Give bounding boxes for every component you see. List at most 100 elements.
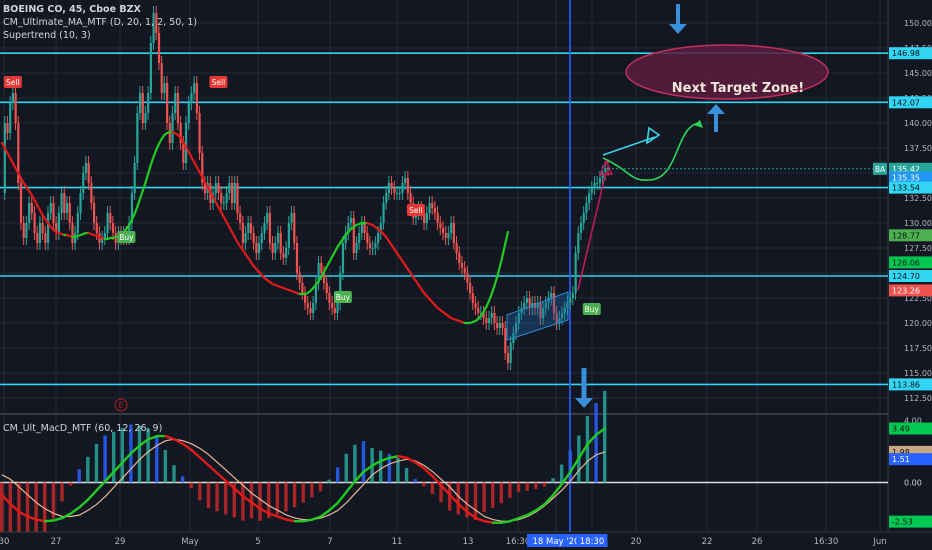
candle-body — [14, 93, 17, 123]
macd-line-segment — [397, 455, 409, 459]
candle-body — [341, 243, 345, 273]
candle-body — [360, 223, 364, 233]
price-label-text: -2.53 — [892, 518, 913, 527]
candle-body — [55, 223, 58, 233]
macd-histogram-bar — [353, 444, 357, 483]
candles — [3, 6, 610, 370]
candle-body — [423, 213, 426, 223]
signal-badge — [582, 303, 601, 315]
candle-body — [344, 233, 347, 243]
macd-histogram-bar — [465, 482, 469, 518]
macd-line-segment — [405, 456, 417, 464]
candle-body — [366, 233, 369, 243]
candle-body — [258, 243, 261, 253]
macd-histogram-bar — [542, 482, 547, 487]
candle-body — [515, 323, 518, 333]
macd-histogram-bar — [310, 482, 314, 498]
price-label-text: 124.70 — [892, 272, 920, 281]
macd-histogram-bar — [241, 482, 245, 521]
study-ma-legend[interactable]: CM_Ultimate_MA_MTF (D, 20, 1, 2, 50, 1) — [3, 17, 198, 28]
candle-body — [596, 183, 599, 184]
candle-body — [320, 263, 323, 273]
macd-histogram-bar — [525, 482, 529, 491]
candle-body — [306, 303, 309, 308]
macd-histogram-bar — [155, 436, 159, 483]
ma-segment — [495, 265, 501, 279]
projected-path-green — [602, 122, 701, 181]
candle-body — [382, 203, 385, 223]
macd-histogram-bar — [327, 479, 331, 483]
price-label: 123.26 — [889, 284, 932, 297]
macd-histogram-bar — [482, 482, 486, 512]
symbol-title[interactable]: BOEING CO, 45, Cboe BZX — [3, 4, 141, 15]
macd-histogram-bar — [111, 431, 116, 483]
signal-label: Sell — [212, 78, 226, 87]
macd-line-segment — [95, 479, 107, 492]
study-macd-legend[interactable]: CM_Ult_MacD_MTF (60, 12, 26, 9) — [3, 423, 163, 434]
candle-body — [109, 213, 112, 223]
macd-histogram-bar — [249, 482, 254, 519]
candle-body — [579, 223, 583, 233]
buy-signal: Buy — [333, 291, 352, 303]
signal-label: Buy — [336, 293, 351, 302]
macd-histogram-bar — [232, 482, 236, 518]
candle-body — [309, 308, 312, 313]
candle-body — [371, 248, 374, 249]
price-label: 128.77 — [889, 229, 932, 242]
candle-body — [355, 243, 358, 253]
macd-histogram-bar — [86, 456, 90, 483]
candle-body — [398, 193, 401, 194]
price-label-bg — [889, 171, 932, 184]
price-label-bg — [889, 284, 932, 297]
candle-body — [90, 183, 93, 203]
candle-body — [241, 223, 244, 243]
candle-body — [590, 188, 593, 193]
study-supertrend-legend[interactable]: Supertrend (10, 3) — [3, 30, 91, 41]
macd-histogram-bar — [215, 482, 219, 512]
symbol-tag-text: BA — [875, 165, 886, 174]
macd-histogram-bar — [594, 403, 598, 483]
macd-line-segment — [190, 448, 202, 459]
macd-histogram-bar — [60, 482, 64, 502]
macd-line-segment — [440, 484, 452, 497]
candle-body — [249, 223, 253, 233]
time-tick-label: 26 — [752, 537, 763, 547]
macd-histogram-bar — [17, 482, 21, 550]
candle-body — [536, 303, 539, 308]
macd-line-segment — [104, 470, 116, 483]
price-label: 113.86 — [889, 378, 932, 391]
macd-line-segment — [465, 510, 477, 520]
macd-line-segment — [552, 482, 564, 497]
candle-body — [298, 273, 301, 283]
candle-body — [239, 213, 242, 223]
price-label-text: 113.86 — [892, 380, 920, 389]
macd-histogram-bar — [516, 482, 521, 493]
price-tick-label: 127.50 — [904, 244, 932, 253]
candle-body — [101, 238, 104, 243]
price-label-bg — [889, 47, 932, 60]
signal-badge — [117, 231, 136, 243]
price-label-text: 142.07 — [892, 98, 920, 107]
candle-body — [17, 123, 20, 183]
ma-segment — [149, 155, 155, 167]
price-label-bg — [889, 270, 932, 282]
candle-body — [141, 93, 144, 123]
macd-histogram-bar — [292, 482, 297, 508]
sell-signal: Sell — [209, 76, 228, 88]
breakout-arrow-head — [598, 159, 614, 176]
sell-signal: Sell — [406, 204, 425, 216]
macd-histogram-bar — [603, 390, 607, 483]
macd-histogram-bar — [284, 482, 288, 512]
macd-price-label: -2.53 — [889, 515, 932, 528]
candle-body — [111, 223, 115, 233]
time-axis-background — [0, 532, 932, 550]
candle-body — [52, 203, 55, 223]
price-label-text: 135.35 — [892, 174, 920, 183]
candle-body — [520, 308, 523, 313]
candle-body — [471, 293, 474, 303]
candle-body — [523, 303, 526, 308]
candle-body — [517, 313, 520, 323]
macd-line-segment — [52, 516, 64, 522]
macd-histogram-bar — [301, 482, 305, 503]
